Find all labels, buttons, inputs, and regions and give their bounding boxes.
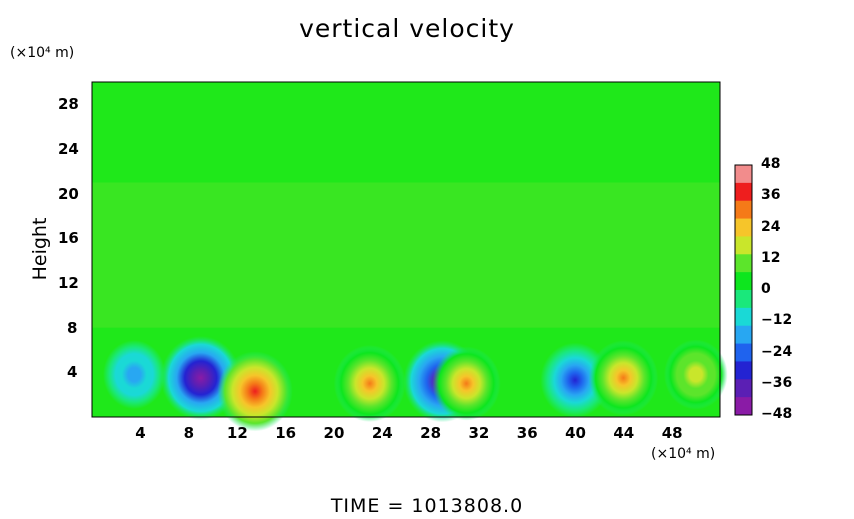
colorbar-tick-label: 0 bbox=[761, 281, 771, 297]
colorbar-tick-label: −36 bbox=[761, 374, 793, 391]
x-tick-label: 48 bbox=[661, 424, 683, 442]
colorbar-tick-label: 24 bbox=[761, 218, 781, 235]
x-tick-label: 8 bbox=[183, 424, 195, 442]
colorbar bbox=[734, 164, 753, 416]
plot-frame bbox=[91, 81, 721, 418]
colorbar-segment bbox=[735, 236, 752, 255]
x-tick-label: 28 bbox=[420, 424, 442, 442]
x-tick-label: 16 bbox=[275, 424, 297, 442]
colorbar-segment bbox=[735, 272, 752, 291]
x-tick-label: 40 bbox=[565, 424, 586, 442]
x-tick-label: 24 bbox=[371, 424, 393, 442]
x-tick-label: 4 bbox=[135, 424, 146, 442]
x-axis-unit: (×10⁴ m) bbox=[651, 446, 716, 462]
colorbar-segment bbox=[735, 343, 752, 362]
colorbar-segment bbox=[735, 307, 752, 327]
y-axis-unit: (×10⁴ m) bbox=[10, 45, 75, 61]
velocity-cell bbox=[333, 345, 406, 422]
colorbar-tick-label: −24 bbox=[761, 343, 793, 360]
colorbar-tick-label: −12 bbox=[761, 312, 793, 329]
colorbar-tick-label: 12 bbox=[761, 249, 781, 266]
colorbar-frame bbox=[734, 164, 753, 416]
colorbar-segment bbox=[735, 218, 752, 237]
velocity-cell bbox=[588, 340, 659, 416]
colorbar-segment bbox=[735, 165, 752, 184]
x-tick-label: 36 bbox=[516, 424, 538, 442]
turbulent-layer bbox=[92, 182, 720, 328]
y-tick-label: 4 bbox=[67, 363, 78, 382]
colorbar-segment bbox=[735, 290, 752, 309]
y-tick-label: 28 bbox=[58, 95, 79, 114]
y-tick-label: 24 bbox=[58, 140, 79, 158]
y-tick-label: 12 bbox=[58, 274, 79, 292]
y-tick-label: 8 bbox=[67, 318, 78, 337]
velocity-cell bbox=[664, 339, 728, 410]
y-tick-label: 16 bbox=[58, 229, 79, 248]
time-footer: TIME = 1013808.0 bbox=[330, 495, 524, 517]
colorbar-segment bbox=[735, 200, 752, 220]
velocity-cell bbox=[432, 346, 501, 421]
x-tick-label: 20 bbox=[323, 424, 345, 442]
velocity-cell bbox=[103, 340, 166, 410]
colorbar-tick-label: 48 bbox=[761, 156, 781, 172]
heatmap-field bbox=[92, 82, 728, 432]
colorbar-segment bbox=[735, 325, 752, 345]
colorbar-tick-label: 36 bbox=[761, 187, 781, 204]
colorbar-segment bbox=[735, 379, 752, 398]
x-tick-label: 12 bbox=[226, 424, 248, 442]
colorbar-tick-label: −48 bbox=[761, 406, 793, 422]
colorbar-segment bbox=[735, 361, 752, 380]
colorbar-segment bbox=[735, 397, 752, 416]
y-tick-label: 20 bbox=[58, 184, 79, 203]
x-tick-label: 44 bbox=[613, 424, 635, 442]
velocity-cell bbox=[217, 351, 293, 432]
colorbar-segment bbox=[735, 254, 752, 273]
x-tick-label: 32 bbox=[468, 424, 490, 442]
colorbar-segment bbox=[735, 182, 752, 202]
chart-title: vertical velocity bbox=[299, 14, 515, 43]
